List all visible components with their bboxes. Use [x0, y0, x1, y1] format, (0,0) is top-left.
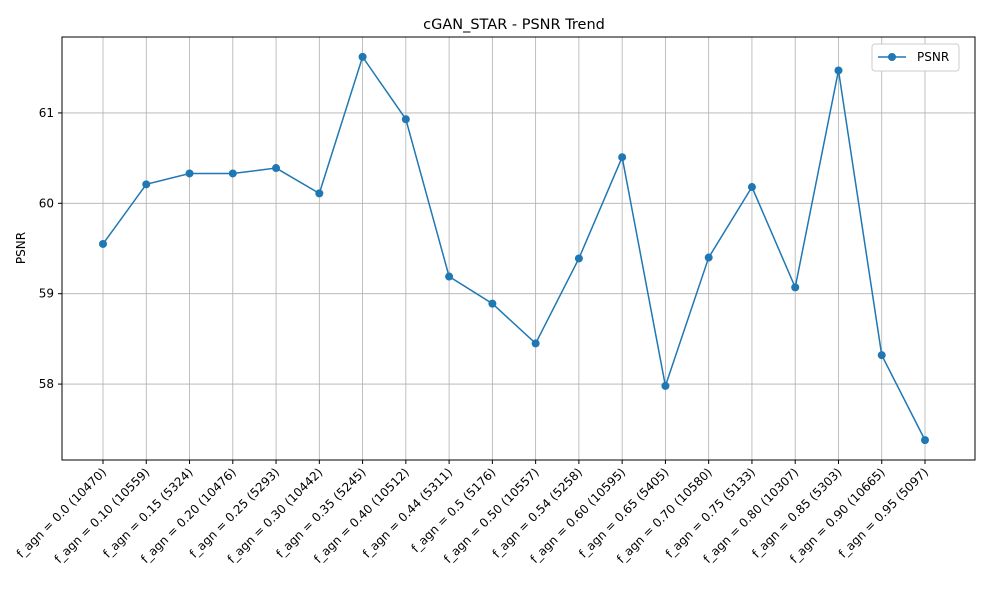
data-point	[574, 254, 583, 263]
data-point	[358, 52, 367, 61]
grid	[62, 37, 975, 460]
data-point	[834, 66, 843, 75]
x-axis: f_agn = 0.0 (10470)f_agn = 0.10 (10559)f…	[14, 460, 931, 566]
data-point	[877, 351, 886, 360]
y-axis: 58 59 60 61	[39, 106, 62, 391]
data-point	[488, 299, 497, 308]
data-point	[272, 164, 281, 173]
x-tick-label: f_agn = 0.5 (5176)	[408, 465, 498, 555]
data-point	[228, 169, 237, 178]
y-tick-label: 61	[39, 106, 54, 120]
data-point	[185, 169, 194, 178]
data-point	[921, 436, 929, 445]
legend: PSNR	[871, 43, 960, 72]
data-point	[747, 183, 756, 192]
legend-box	[871, 43, 960, 72]
data-point	[445, 272, 454, 281]
chart-title: cGAN_STAR - PSNR Trend	[423, 17, 605, 33]
data-point	[791, 283, 800, 292]
y-tick-label: 59	[39, 287, 54, 301]
data-point	[99, 239, 107, 248]
legend-marker	[888, 53, 896, 61]
data-point	[401, 115, 410, 124]
data-point	[704, 253, 713, 262]
y-axis-label: PSNR	[14, 232, 28, 264]
data-point	[142, 180, 151, 189]
series-line-psnr	[102, 55, 926, 441]
data-point	[618, 153, 627, 162]
data-point	[661, 381, 670, 390]
legend-label-psnr: PSNR	[917, 50, 949, 64]
plot-area-frame	[61, 36, 976, 461]
data-point	[531, 339, 540, 348]
y-tick-label: 60	[39, 196, 54, 210]
y-tick-label: 58	[39, 377, 54, 391]
series-layer	[99, 52, 929, 445]
data-point	[315, 189, 324, 198]
